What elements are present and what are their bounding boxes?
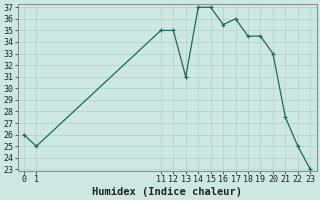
X-axis label: Humidex (Indice chaleur): Humidex (Indice chaleur) — [92, 186, 242, 197]
